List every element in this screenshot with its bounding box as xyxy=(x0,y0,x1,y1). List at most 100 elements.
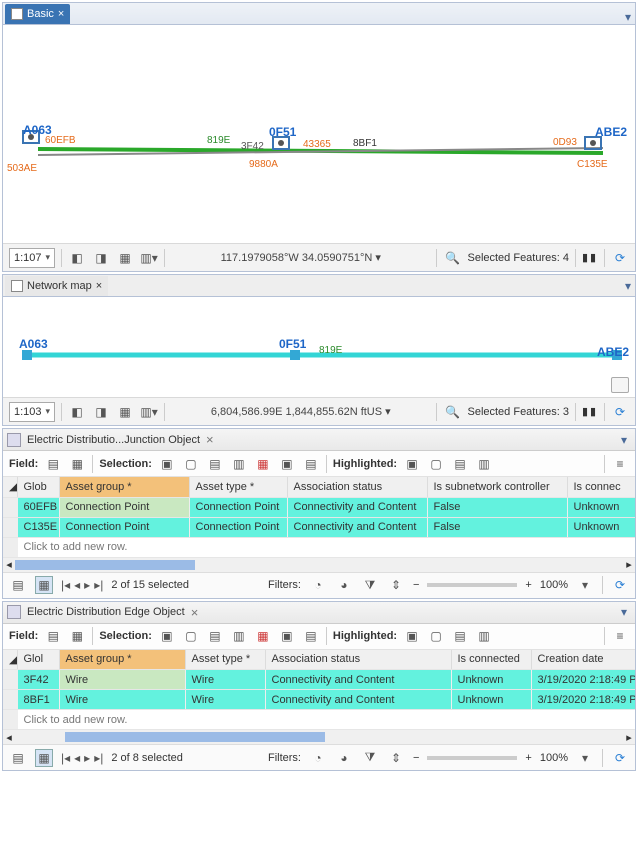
scale-combo[interactable]: 1:107▾ xyxy=(9,248,55,268)
select-icon[interactable]: ▣ xyxy=(278,455,296,473)
refresh-icon[interactable]: ⟳ xyxy=(611,403,629,421)
selection-icon[interactable]: 🔍 xyxy=(443,403,461,421)
chevron-down-icon[interactable]: ▾ xyxy=(576,576,594,594)
scale-combo[interactable]: 1:103▾ xyxy=(9,402,55,422)
select-icon[interactable]: ▥ xyxy=(230,627,248,645)
tab-network-map[interactable]: Network map × xyxy=(5,276,108,296)
select-clear-icon[interactable]: ▦ xyxy=(254,627,272,645)
dropdown-icon[interactable]: ▥▾ xyxy=(140,249,158,267)
select-icon[interactable]: ▣ xyxy=(278,627,296,645)
field-add-icon[interactable]: ▤ xyxy=(44,627,62,645)
highlight-icon[interactable]: ▢ xyxy=(427,455,445,473)
view-selected-icon[interactable]: ▦ xyxy=(35,576,53,594)
select-icon[interactable]: ▢ xyxy=(182,627,200,645)
column-header[interactable]: Association status xyxy=(265,650,451,670)
network-map-canvas[interactable]: A0630F51819EABE2 xyxy=(3,297,635,397)
highlight-icon[interactable]: ▤ xyxy=(451,627,469,645)
filter-icon[interactable]: ◕ xyxy=(335,749,353,767)
view-selected-icon[interactable]: ▦ xyxy=(35,749,53,767)
grid-icon[interactable]: ▦ xyxy=(116,249,134,267)
column-header[interactable]: Is connected xyxy=(451,650,531,670)
refresh-icon[interactable]: ⟳ xyxy=(611,749,629,767)
column-header[interactable]: Asset type * xyxy=(185,650,265,670)
column-header[interactable]: Creation date xyxy=(531,650,635,670)
chevron-down-icon[interactable]: ▾ xyxy=(617,433,631,447)
highlight-icon[interactable]: ▥ xyxy=(475,627,493,645)
field-calc-icon[interactable]: ▦ xyxy=(68,455,86,473)
highlight-icon[interactable]: ▢ xyxy=(427,627,445,645)
select-icon[interactable]: ▤ xyxy=(302,627,320,645)
dropdown-icon[interactable]: ▥▾ xyxy=(140,403,158,421)
basic-map-canvas[interactable]: A06360EFB503AE819E3F420F51433659880A8BF1… xyxy=(3,25,635,243)
filter-icon[interactable]: ◔ xyxy=(309,576,327,594)
h-scrollbar[interactable]: ◂ ▸ xyxy=(3,558,635,572)
add-row[interactable]: Click to add new row. xyxy=(17,537,635,557)
filter-funnel-icon[interactable]: ⧩ xyxy=(361,576,379,594)
select-icon[interactable]: ▤ xyxy=(206,627,224,645)
filter-icon[interactable]: ◕ xyxy=(335,576,353,594)
zoom-slider[interactable] xyxy=(427,756,517,760)
close-icon[interactable]: × xyxy=(206,432,214,447)
chevron-down-icon[interactable]: ▾ xyxy=(621,279,635,293)
view-all-icon[interactable]: ▤ xyxy=(9,749,27,767)
filter-icon[interactable]: ⇕ xyxy=(387,576,405,594)
tool-icon[interactable]: ◧ xyxy=(68,249,86,267)
menu-icon[interactable]: ≡ xyxy=(611,627,629,645)
select-icon[interactable]: ▥ xyxy=(230,455,248,473)
chevron-down-icon[interactable]: ▾ xyxy=(617,605,631,619)
highlight-icon[interactable]: ▣ xyxy=(403,627,421,645)
column-header[interactable]: Asset group * xyxy=(59,650,185,670)
filter-icon[interactable]: ⇕ xyxy=(387,749,405,767)
table-row[interactable]: 60EFBConnection PointConnection PointCon… xyxy=(3,497,635,517)
refresh-icon[interactable]: ⟳ xyxy=(611,576,629,594)
column-header[interactable]: Asset type * xyxy=(189,477,287,497)
table-row[interactable]: 8BF1WireWireConnectivity and ContentUnkn… xyxy=(3,690,635,710)
column-header[interactable]: Glol xyxy=(17,650,59,670)
tool-icon[interactable]: ◨ xyxy=(92,403,110,421)
select-icon[interactable]: ▤ xyxy=(206,455,224,473)
zoom-slider[interactable] xyxy=(427,583,517,587)
chevron-down-icon[interactable]: ▾ xyxy=(385,406,391,418)
filter-funnel-icon[interactable]: ⧩ xyxy=(361,749,379,767)
tool-icon[interactable]: ◨ xyxy=(92,249,110,267)
close-icon[interactable]: × xyxy=(96,280,102,292)
table-row[interactable]: 3F42WireWireConnectivity and ContentUnkn… xyxy=(3,670,635,690)
grid-icon[interactable]: ▦ xyxy=(116,403,134,421)
highlight-icon[interactable]: ▥ xyxy=(475,455,493,473)
column-header[interactable]: Is subnetwork controller xyxy=(427,477,567,497)
highlight-icon[interactable]: ▤ xyxy=(451,455,469,473)
select-icon[interactable]: ▤ xyxy=(302,455,320,473)
record-nav[interactable]: |◂◂▸▸| xyxy=(61,751,103,765)
highlight-icon[interactable]: ▣ xyxy=(403,455,421,473)
add-row[interactable]: Click to add new row. xyxy=(17,710,635,730)
record-nav[interactable]: |◂◂▸▸| xyxy=(61,578,103,592)
row-selector-header[interactable]: ◢ xyxy=(3,650,17,670)
selection-icon[interactable]: 🔍 xyxy=(443,249,461,267)
table-row[interactable]: C135EConnection PointConnection PointCon… xyxy=(3,517,635,537)
row-selector-header[interactable]: ◢ xyxy=(3,477,17,497)
column-header[interactable]: Glob xyxy=(17,477,59,497)
tool-icon[interactable]: ◧ xyxy=(68,403,86,421)
pause-icon[interactable]: ▮▮ xyxy=(582,405,598,418)
refresh-icon[interactable]: ⟳ xyxy=(611,249,629,267)
select-icon[interactable]: ▢ xyxy=(182,455,200,473)
filter-icon[interactable]: ◔ xyxy=(309,749,327,767)
close-icon[interactable]: × xyxy=(58,8,64,20)
chevron-down-icon[interactable]: ▾ xyxy=(621,10,635,24)
chevron-down-icon[interactable]: ▾ xyxy=(375,252,381,264)
tab-basic[interactable]: Basic × xyxy=(5,4,70,24)
column-header[interactable]: Asset group * xyxy=(59,477,189,497)
menu-icon[interactable]: ≡ xyxy=(611,455,629,473)
select-icon[interactable]: ▣ xyxy=(158,455,176,473)
h-scrollbar[interactable]: ◂ ▸ xyxy=(3,730,635,744)
select-clear-icon[interactable]: ▦ xyxy=(254,455,272,473)
field-add-icon[interactable]: ▤ xyxy=(44,455,62,473)
select-icon[interactable]: ▣ xyxy=(158,627,176,645)
chevron-down-icon[interactable]: ▾ xyxy=(576,749,594,767)
column-header[interactable]: Is connec xyxy=(567,477,635,497)
pause-icon[interactable]: ▮▮ xyxy=(582,251,598,264)
view-all-icon[interactable]: ▤ xyxy=(9,576,27,594)
field-calc-icon[interactable]: ▦ xyxy=(68,627,86,645)
column-header[interactable]: Association status xyxy=(287,477,427,497)
close-icon[interactable]: × xyxy=(191,605,199,620)
